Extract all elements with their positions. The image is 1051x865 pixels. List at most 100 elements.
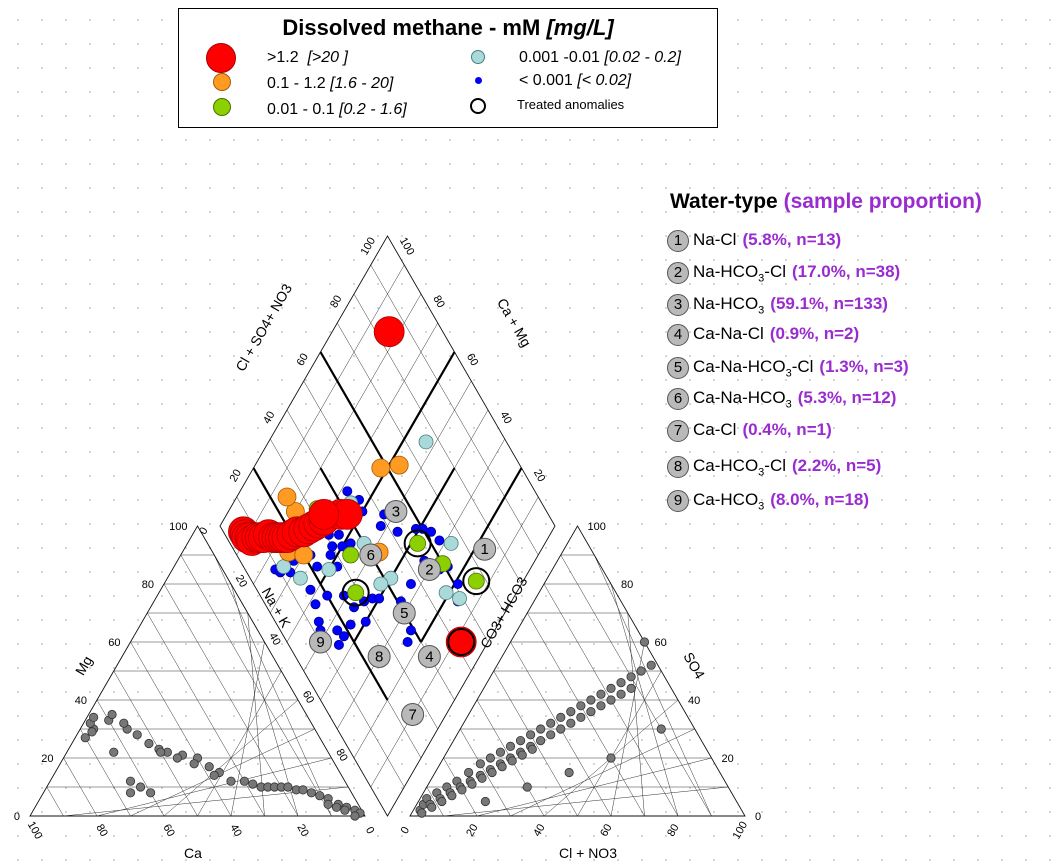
data-point-trace — [405, 579, 416, 590]
data-point-vlow — [292, 570, 308, 586]
anion-point — [616, 689, 626, 699]
data-point-trace — [333, 639, 344, 650]
grid-line — [527, 612, 645, 817]
data-point-mid — [371, 458, 391, 478]
tick-label: 20 — [233, 573, 250, 590]
data-point-low — [347, 584, 365, 602]
legend-symbol-low — [213, 98, 231, 116]
data-point-trace — [375, 521, 386, 532]
data-point-trace — [327, 541, 338, 552]
grid-line — [46, 786, 64, 817]
cation-point — [107, 709, 117, 720]
cation-point — [80, 733, 90, 743]
data-point-trace — [305, 584, 316, 595]
water-type-number: 8 — [667, 456, 689, 478]
cation-point — [119, 718, 129, 728]
cation-point — [340, 805, 350, 815]
tick-label: 20 — [464, 822, 481, 839]
treated-anomaly-ring — [462, 567, 491, 596]
data-point-trace — [333, 529, 344, 540]
water-type-name: Ca-Na-HCO3 (5.3%, n=12) — [693, 388, 897, 411]
water-type-name: Ca-Cl (0.4%, n=1) — [693, 420, 832, 439]
legend-symbol-vlow — [471, 50, 485, 64]
grid-line — [370, 264, 539, 556]
zone-label-2: 2 — [425, 562, 433, 579]
water-type-name: Ca-HCO3 (8.0%, n=18) — [693, 490, 870, 513]
zone-divider — [420, 467, 523, 643]
anion-point — [546, 718, 556, 728]
grid-line — [460, 728, 511, 817]
water-type-number: 1 — [667, 230, 689, 252]
grid-line — [80, 728, 131, 817]
anion-point — [437, 796, 447, 807]
anion-point — [525, 730, 536, 740]
tick-label: 40 — [227, 822, 244, 839]
grid-line — [493, 670, 578, 817]
tick-label: 0 — [363, 825, 376, 836]
zone-label-7: 7 — [408, 707, 416, 724]
anion-point — [606, 753, 616, 763]
anion-point — [596, 689, 606, 699]
data-point-trace — [325, 550, 336, 561]
zone-marker-4 — [417, 645, 441, 668]
tick-label: 80 — [430, 294, 447, 311]
anion-point — [639, 637, 650, 647]
anion-point — [515, 735, 526, 746]
water-type-proportion: (59.1%, n=133) — [770, 294, 888, 313]
grid-line — [270, 322, 438, 614]
zone-label-8: 8 — [375, 649, 383, 666]
cation-point — [239, 776, 249, 786]
water-type-number: 2 — [667, 262, 689, 284]
cation-point — [306, 788, 316, 798]
axis-label-so4: SO4 — [680, 649, 708, 681]
data-point-high — [445, 626, 477, 658]
anion-point — [507, 756, 517, 766]
data-point-trace — [360, 616, 371, 627]
water-type-proportion: (5.3%, n=12) — [797, 388, 897, 407]
anion-point — [495, 747, 506, 757]
water-type-proportion: (1.3%, n=3) — [819, 357, 909, 376]
tick-label: 100 — [588, 521, 606, 533]
water-type-proportion: (2.2%, n=5) — [792, 456, 882, 475]
grid-line — [180, 554, 332, 817]
grid-line — [130, 641, 232, 817]
grid-line — [303, 380, 472, 672]
grid-line — [560, 554, 712, 817]
water-type-name: Ca-HCO3-Cl (2.2%, n=5) — [693, 456, 882, 479]
zone-label-4: 4 — [425, 649, 433, 666]
anion-point — [517, 750, 527, 760]
cation-point — [109, 747, 119, 757]
anion-point — [427, 802, 437, 812]
tick-label: 100 — [359, 236, 379, 258]
zone-label-9: 9 — [316, 634, 324, 651]
data-point-trace — [312, 561, 323, 572]
anion-point — [616, 677, 626, 688]
water-type-number: 9 — [667, 490, 689, 512]
anion-point — [646, 660, 656, 670]
cation-point — [315, 791, 325, 801]
zone-marker-2 — [417, 558, 441, 581]
water-type-name: Na-HCO3-Cl (17.0%, n=38) — [693, 262, 901, 285]
zone-marker-8 — [367, 645, 391, 668]
grid-line — [63, 757, 98, 817]
data-point-trace — [392, 526, 403, 537]
water-type-name: Ca-Na-Cl (0.9%, n=2) — [693, 324, 860, 343]
tick-label: 0 — [14, 811, 20, 823]
tick-label: 80 — [328, 294, 345, 311]
tick-label: 100 — [169, 521, 187, 533]
tick-label: 60 — [464, 352, 481, 369]
zone-marker-9 — [309, 630, 332, 654]
data-point-vlow — [418, 434, 434, 450]
water-type-proportion: (8.0%, n=18) — [770, 490, 870, 509]
anion-point — [485, 753, 495, 763]
data-point-trace — [338, 631, 349, 642]
tick-label: 40 — [531, 822, 548, 839]
tick-label: 60 — [598, 822, 615, 839]
cation-point — [172, 753, 182, 763]
cation-point — [125, 776, 136, 786]
data-point-high — [373, 316, 405, 348]
tick-label: 40 — [261, 410, 278, 427]
legend-item-high: >1.2 [>20 ] — [267, 49, 348, 66]
zone-marker-3 — [384, 500, 408, 523]
